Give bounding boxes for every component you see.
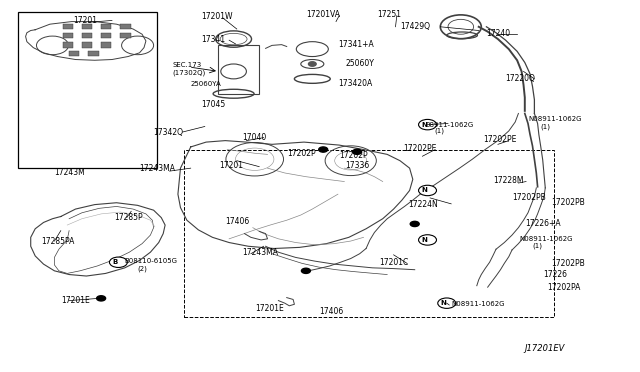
Text: 17201W: 17201W <box>202 12 233 21</box>
Text: 17285PA: 17285PA <box>42 237 75 246</box>
Circle shape <box>419 119 436 130</box>
Text: 17243MA: 17243MA <box>140 164 175 173</box>
Text: 17224N: 17224N <box>408 200 438 209</box>
Text: SEC.173: SEC.173 <box>173 62 202 68</box>
Text: N: N <box>421 237 428 243</box>
Text: 17336: 17336 <box>346 161 370 170</box>
Text: 17202PE: 17202PE <box>483 135 516 144</box>
Bar <box>218 45 259 94</box>
Text: 17243MA: 17243MA <box>242 248 278 257</box>
Text: 17201E: 17201E <box>255 304 284 312</box>
Text: 17341+A: 17341+A <box>338 40 374 49</box>
Text: 17202P: 17202P <box>287 149 316 158</box>
Text: B08110-6105G: B08110-6105G <box>125 258 178 264</box>
Bar <box>101 33 111 38</box>
Text: 17406: 17406 <box>225 217 250 226</box>
Bar <box>120 24 131 29</box>
Text: 17201E: 17201E <box>61 296 90 305</box>
Circle shape <box>301 268 310 273</box>
Text: 17226+A: 17226+A <box>525 219 561 228</box>
Text: 17243M: 17243M <box>54 169 85 177</box>
Text: (1): (1) <box>434 128 444 134</box>
Text: 25060Y: 25060Y <box>346 59 374 68</box>
Text: 17240: 17240 <box>486 29 511 38</box>
Circle shape <box>109 257 127 267</box>
Circle shape <box>353 149 362 154</box>
Text: N08911-1062G: N08911-1062G <box>528 116 582 122</box>
Text: N: N <box>440 300 447 306</box>
Bar <box>63 33 73 38</box>
Text: 17201C: 17201C <box>379 258 408 267</box>
Text: 17226: 17226 <box>543 270 567 279</box>
Text: 17228M: 17228M <box>493 176 524 185</box>
Bar <box>18 12 157 168</box>
Text: 173420A: 173420A <box>338 79 372 88</box>
Text: 17341: 17341 <box>202 35 226 44</box>
Text: 17202PB: 17202PB <box>512 193 546 202</box>
Circle shape <box>308 62 316 66</box>
Text: 17201VA: 17201VA <box>306 10 340 19</box>
Circle shape <box>319 147 328 152</box>
Bar <box>101 24 111 29</box>
Bar <box>63 24 73 29</box>
Text: (2): (2) <box>138 265 147 272</box>
Bar <box>82 42 92 48</box>
Text: 17202PB: 17202PB <box>552 198 586 207</box>
Circle shape <box>419 185 436 196</box>
Text: 17220Q: 17220Q <box>506 74 536 83</box>
Bar <box>69 51 79 56</box>
Text: N08911-1062G: N08911-1062G <box>451 301 505 307</box>
Bar <box>63 42 73 48</box>
Text: 25060YA: 25060YA <box>191 81 221 87</box>
Text: 17429Q: 17429Q <box>400 22 430 31</box>
Circle shape <box>438 298 456 308</box>
Bar <box>184 150 554 317</box>
Text: 17045: 17045 <box>202 100 226 109</box>
Text: 17040: 17040 <box>242 133 266 142</box>
Text: 17202PB: 17202PB <box>552 259 586 268</box>
Text: 17201: 17201 <box>74 16 98 25</box>
Text: 17285P: 17285P <box>114 213 143 222</box>
Text: B: B <box>113 259 118 265</box>
Text: J17201EV: J17201EV <box>524 344 564 353</box>
Text: 17251: 17251 <box>378 10 402 19</box>
Text: 17406: 17406 <box>319 307 343 316</box>
Text: 08911-1062G: 08911-1062G <box>426 122 474 128</box>
Text: (17302Q): (17302Q) <box>173 69 206 76</box>
Text: (1): (1) <box>532 242 543 249</box>
Text: 17201: 17201 <box>219 161 243 170</box>
Bar <box>101 42 111 48</box>
Text: 17202P: 17202P <box>339 151 368 160</box>
Circle shape <box>410 221 419 227</box>
Circle shape <box>97 296 106 301</box>
Text: 17202PE: 17202PE <box>403 144 436 153</box>
Bar <box>88 51 99 56</box>
Text: (1): (1) <box>541 123 551 130</box>
Text: 17202PA: 17202PA <box>547 283 580 292</box>
Bar <box>82 33 92 38</box>
Text: 17342Q: 17342Q <box>154 128 184 137</box>
Text: N: N <box>421 187 428 193</box>
Bar <box>82 24 92 29</box>
Text: N08911-1062G: N08911-1062G <box>520 236 573 242</box>
Bar <box>120 33 131 38</box>
Text: N: N <box>421 122 428 128</box>
Circle shape <box>419 235 436 245</box>
